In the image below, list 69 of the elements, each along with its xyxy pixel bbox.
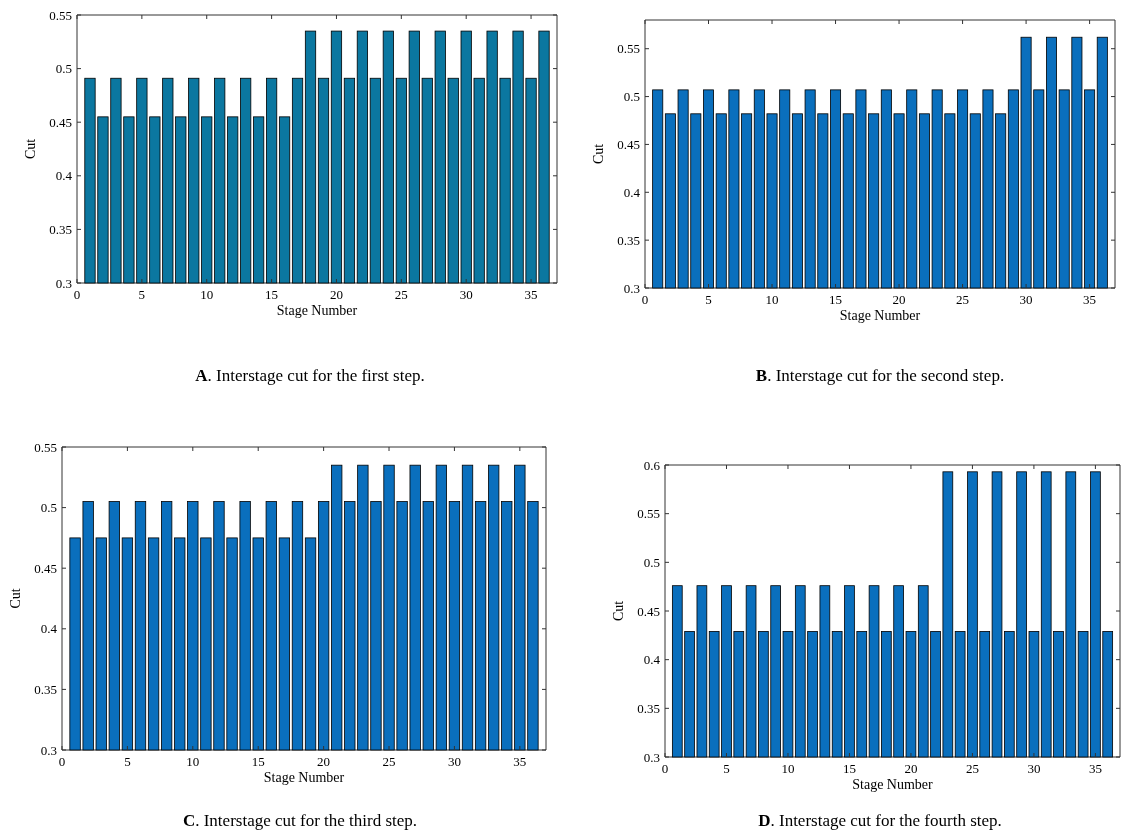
x-tick-label: 0 [73, 287, 81, 302]
x-tick-label: 30 [459, 287, 473, 302]
x-tick-label: 20 [892, 292, 906, 307]
x-tick-label: 25 [382, 754, 396, 769]
y-tick-label: 0.6 [643, 457, 661, 473]
y-tick-label: 0.35 [49, 221, 72, 237]
x-tick-label: 15 [265, 287, 279, 302]
text: C. Interstage cut for the third step. [182, 811, 418, 830]
x-tick-label: 35 [513, 754, 527, 769]
text: D. Interstage cut for the fourth step. [758, 811, 1002, 830]
y-tick-label: 0.55 [617, 41, 640, 57]
text: A. Interstage cut for the first step. [195, 366, 425, 385]
y-tick-label: 0.55 [637, 506, 660, 522]
y-tick-label: 0.3 [55, 275, 72, 291]
x-tick-label: 15 [251, 754, 265, 769]
y-tick-label: 0.35 [637, 700, 660, 716]
x-tick-label: 30 [1019, 292, 1033, 307]
y-tick-label: 0.45 [49, 114, 72, 130]
x-tick-label: 10 [200, 287, 214, 302]
y-tick-label: 0.4 [623, 184, 641, 200]
y-tick-label: 0.4 [40, 621, 58, 637]
x-tick-label: 25 [956, 292, 970, 307]
x-tick-label: 10 [765, 292, 779, 307]
y-tick-label: 0.3 [623, 280, 640, 296]
y-axis-title: Cut [8, 588, 23, 609]
y-tick-label: 0.55 [49, 7, 72, 23]
x-tick-label: 20 [317, 754, 331, 769]
x-tick-label: 30 [447, 754, 461, 769]
y-tick-label: 0.5 [623, 89, 640, 105]
x-tick-label: 25 [965, 761, 979, 776]
y-axis-title: Cut [611, 600, 626, 622]
x-tick-label: 0 [661, 761, 669, 776]
y-tick-label: 0.45 [637, 603, 660, 619]
x-tick-label: 5 [705, 292, 712, 307]
x-axis-title: Stage Number [852, 777, 934, 792]
x-tick-label: 0 [58, 754, 66, 769]
x-tick-label: 35 [524, 287, 538, 302]
x-tick-label: 5 [138, 287, 146, 302]
x-axis-title: Stage Number [839, 308, 921, 323]
x-axis-title: Stage Number [263, 770, 345, 785]
y-tick-label: 0.4 [643, 652, 661, 668]
y-tick-label: 0.3 [643, 749, 660, 765]
y-tick-label: 0.5 [55, 61, 72, 77]
y-tick-label: 0.4 [55, 168, 73, 184]
text: B. Interstage cut for the second step. [755, 366, 1005, 385]
x-tick-label: 5 [723, 761, 730, 776]
y-axis-title: Cut [591, 143, 606, 165]
x-tick-label: 10 [781, 761, 795, 776]
y-tick-label: 0.45 [34, 560, 57, 576]
y-tick-label: 0.55 [34, 439, 57, 455]
x-tick-label: 15 [842, 761, 856, 776]
y-tick-label: 0.5 [643, 554, 660, 570]
y-tick-label: 0.45 [617, 136, 640, 152]
x-tick-label: 15 [829, 292, 843, 307]
x-tick-label: 0 [641, 292, 649, 307]
x-tick-label: 5 [124, 754, 131, 769]
x-tick-label: 20 [904, 761, 918, 776]
y-axis-title: Cut [23, 138, 38, 160]
x-tick-label: 35 [1083, 292, 1097, 307]
x-axis-title: Stage Number [276, 303, 358, 318]
x-tick-label: 10 [186, 754, 200, 769]
y-tick-label: 0.35 [617, 232, 640, 248]
x-tick-label: 35 [1088, 761, 1102, 776]
x-tick-label: 25 [394, 287, 408, 302]
y-tick-label: 0.35 [34, 681, 57, 697]
x-tick-label: 20 [329, 287, 343, 302]
x-tick-label: 30 [1027, 761, 1041, 776]
y-tick-label: 0.5 [40, 500, 57, 516]
y-tick-label: 0.3 [40, 742, 57, 758]
